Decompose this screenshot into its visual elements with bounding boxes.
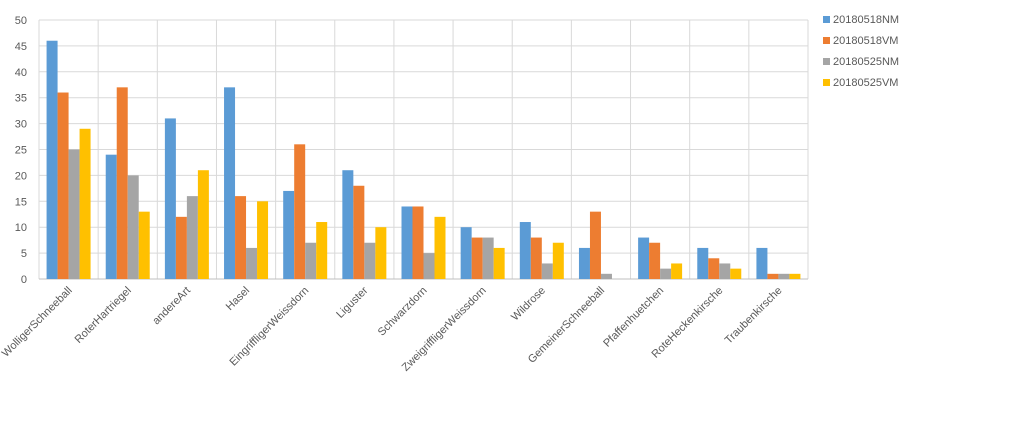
bar-20180518VM-andereArt (175, 216, 187, 279)
bar-20180518NM-Wildrose (519, 222, 531, 279)
y-tick-label: 30 (15, 119, 27, 131)
bar-20180518VM-EingriffligerWeissdorn (294, 144, 306, 279)
bar-20180525NM-Wildrose (541, 263, 553, 279)
bar-20180525VM-Traubenkirsche (789, 273, 801, 279)
x-tick-label: Pfaffenhuetchen (601, 285, 666, 350)
bar-20180518VM-Schwarzdorn (412, 206, 424, 279)
bar-20180518VM-Wildrose (530, 237, 542, 279)
bar-20180525NM-WolligerSchneeball (68, 149, 80, 279)
bar-20180525VM-RoteHeckenkirsche (730, 268, 742, 279)
x-tick-label: WolligerSchneeball (0, 285, 75, 360)
bar-20180518VM-Hasel (235, 196, 247, 279)
bar-20180518VM-GemeinerSchneeball (589, 211, 601, 279)
bar-20180525NM-Pfaffenhuetchen (660, 268, 672, 279)
bar-20180518VM-WolligerSchneeball (57, 92, 69, 280)
bar-20180525NM-GemeinerSchneeball (600, 273, 612, 279)
bar-20180518VM-Pfaffenhuetchen (649, 242, 661, 279)
bar-20180525VM-Hasel (257, 201, 269, 279)
bars (46, 40, 801, 280)
bar-20180518NM-EingriffligerWeissdorn (283, 190, 295, 279)
x-tick-label: Hasel (224, 285, 252, 313)
y-tick-label: 20 (15, 170, 27, 182)
bar-20180525VM-ZweigriffligerWeissdorn (493, 247, 505, 279)
bar-20180518NM-GemeinerSchneeball (578, 247, 590, 279)
bar-20180525NM-Traubenkirsche (778, 273, 790, 279)
bar-20180518NM-Pfaffenhuetchen (638, 237, 650, 279)
y-tick-label: 35 (15, 93, 27, 105)
legend-label: 20180525NM (833, 56, 899, 68)
y-tick-label: 40 (15, 67, 27, 79)
legend-label: 20180525VM (833, 77, 898, 89)
bar-20180525VM-Liguster (375, 227, 387, 279)
x-tick-label: andereArt (150, 285, 193, 328)
y-axis: 0 5 10 15 20 25 30 35 40 45 50 (15, 15, 27, 286)
legend-label: 20180518NM (833, 14, 899, 26)
legend-swatch (823, 16, 830, 23)
bar-20180525NM-RoterHartriegel (127, 175, 139, 279)
bar-20180518VM-Liguster (353, 185, 365, 279)
bar-20180525VM-EingriffligerWeissdorn (316, 222, 328, 279)
bar-20180525VM-WolligerSchneeball (79, 128, 91, 279)
bar-20180518NM-Hasel (224, 87, 236, 279)
x-tick-label: Traubenkirsche (723, 285, 785, 347)
bar-20180518NM-RoteHeckenkirsche (697, 247, 709, 279)
bar-20180518NM-Schwarzdorn (401, 206, 413, 279)
bar-20180518NM-ZweigriffligerWeissdorn (460, 227, 472, 279)
bar-20180525VM-andereArt (197, 170, 209, 279)
x-tick-label: Schwarzdorn (376, 285, 430, 339)
bar-20180525NM-ZweigriffligerWeissdorn (482, 237, 494, 279)
bar-20180525NM-Liguster (364, 242, 376, 279)
bar-20180518VM-ZweigriffligerWeissdorn (471, 237, 483, 279)
bar-20180525VM-Schwarzdorn (434, 216, 446, 279)
legend-label: 20180518VM (833, 35, 898, 47)
y-tick-label: 25 (15, 145, 27, 157)
bar-20180518NM-WolligerSchneeball (46, 40, 58, 279)
legend: 20180518NM 20180518VM 20180525NM 20180525VM (823, 14, 899, 89)
bar-20180525VM-Pfaffenhuetchen (671, 263, 683, 279)
y-tick-label: 5 (21, 248, 27, 260)
legend-swatch (823, 58, 830, 65)
bar-20180525NM-andereArt (186, 196, 198, 279)
bar-20180518VM-Traubenkirsche (767, 273, 779, 279)
x-tick-label: Wildrose (509, 285, 548, 324)
x-tick-label: Liguster (334, 284, 370, 320)
x-tick-label: RoterHartriegel (73, 285, 134, 346)
bar-20180518NM-andereArt (164, 118, 176, 279)
bar-20180525NM-EingriffligerWeissdorn (305, 242, 317, 279)
bar-20180518NM-Liguster (342, 170, 354, 279)
y-tick-label: 45 (15, 41, 27, 53)
bar-20180518NM-Traubenkirsche (756, 247, 768, 279)
bar-20180518VM-RoteHeckenkirsche (708, 258, 720, 279)
bar-20180525VM-RoterHartriegel (138, 211, 150, 279)
bar-20180518VM-RoterHartriegel (116, 87, 128, 279)
bar-20180525VM-Wildrose (552, 242, 564, 279)
bar-20180525NM-Schwarzdorn (423, 253, 435, 279)
legend-swatch (823, 37, 830, 44)
y-tick-label: 0 (21, 274, 27, 286)
y-tick-label: 15 (15, 196, 27, 208)
y-tick-label: 50 (15, 15, 27, 27)
bar-20180525NM-RoteHeckenkirsche (719, 263, 731, 279)
legend-swatch (823, 79, 830, 86)
y-tick-label: 10 (15, 222, 27, 234)
bar-20180518NM-RoterHartriegel (105, 154, 117, 279)
bar-20180525NM-Hasel (246, 247, 258, 279)
